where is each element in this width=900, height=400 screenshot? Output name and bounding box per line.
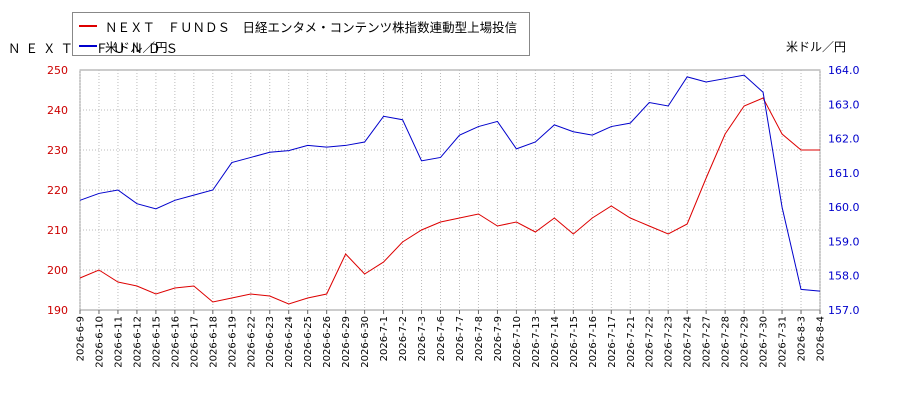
left-y-tick-label: 240: [47, 104, 68, 117]
x-tick-label: 2026-6-17: [189, 316, 200, 368]
x-tick-label: 2026-7-23: [664, 316, 675, 368]
x-tick-label: 2026-7-14: [550, 316, 561, 368]
right-y-tick-label: 164.0: [828, 64, 860, 77]
legend-label-series2: 米ドル／円: [105, 39, 168, 55]
left-y-tick-label: 230: [47, 144, 68, 157]
x-tick-label: 2026-6-25: [303, 316, 314, 368]
x-tick-label: 2026-7-30: [759, 316, 770, 368]
x-tick-label: 2026-7-1: [379, 316, 390, 361]
right-y-tick-label: 161.0: [828, 167, 860, 180]
right-y-tick-label: 157.0: [828, 304, 860, 317]
x-tick-label: 2026-8-4: [816, 316, 827, 361]
x-tick-label: 2026-7-13: [531, 316, 542, 368]
left-y-tick-label: 190: [47, 304, 68, 317]
x-tick-label: 2026-7-24: [683, 316, 694, 368]
legend-item-series2: 米ドル／円: [79, 37, 168, 55]
x-tick-label: 2026-7-22: [645, 316, 656, 368]
x-tick-label: 2026-6-30: [360, 316, 371, 368]
x-tick-label: 2026-7-21: [626, 316, 637, 368]
right-y-tick-label: 163.0: [828, 98, 860, 111]
legend-swatch-series2: [79, 45, 97, 47]
x-tick-label: 2026-8-3: [797, 316, 808, 361]
left-y-tick-label: 220: [47, 184, 68, 197]
left-y-tick-label: 250: [47, 64, 68, 77]
series-line-1: [79, 97, 820, 305]
legend-label-series1: ＮＥＸＴ ＦＵＮＤＳ 日経エンタメ・コンテンツ株指数連動型上場投信: [105, 19, 518, 35]
x-tick-label: 2026-6-12: [132, 316, 143, 368]
left-axis-unit: ＮＥＸＴ ＦＵＮＤＳ: [8, 41, 184, 56]
x-tick-label: 2026-6-18: [208, 316, 219, 368]
x-tick-label: 2026-7-16: [588, 316, 599, 368]
x-tick-label: 2026-6-26: [322, 316, 333, 368]
x-tick-label: 2026-7-8: [474, 316, 485, 361]
x-tick-label: 2026-6-11: [113, 316, 124, 368]
x-tick-label: 2026-6-23: [265, 316, 276, 368]
left-y-tick-label: 200: [47, 264, 68, 277]
x-tick-label: 2026-7-27: [702, 316, 713, 368]
x-tick-label: 2026-6-29: [341, 316, 352, 368]
series-line-2: [79, 74, 821, 292]
x-tick-label: 2026-7-15: [569, 316, 580, 368]
x-tick-label: 2026-7-10: [512, 316, 523, 368]
x-tick-label: 2026-6-22: [246, 316, 257, 368]
x-tick-label: 2026-7-31: [778, 316, 789, 368]
x-tick-label: 2026-6-24: [284, 316, 295, 368]
x-tick-label: 2026-7-2: [398, 316, 409, 361]
x-tick-label: 2026-6-9: [76, 316, 87, 361]
x-tick-label: 2026-7-29: [740, 316, 751, 368]
right-axis-unit: 米ドル／円: [786, 40, 847, 54]
x-tick-label: 2026-7-6: [436, 316, 447, 361]
right-y-tick-label: 160.0: [828, 201, 860, 214]
x-tick-label: 2026-6-10: [94, 316, 105, 368]
x-tick-label: 2026-6-19: [227, 316, 238, 368]
x-tick-label: 2026-6-15: [151, 316, 162, 368]
x-tick-label: 2026-7-3: [417, 316, 428, 361]
legend-swatch-series1: [79, 25, 97, 27]
legend: ＮＥＸＴ ＦＵＮＤＳ 日経エンタメ・コンテンツ株指数連動型上場投信 米ドル／円: [72, 12, 530, 56]
right-y-tick-label: 158.0: [828, 270, 860, 283]
legend-item-series1: ＮＥＸＴ ＦＵＮＤＳ 日経エンタメ・コンテンツ株指数連動型上場投信: [79, 17, 517, 35]
x-tick-label: 2026-7-7: [455, 316, 466, 361]
x-tick-label: 2026-6-16: [170, 316, 181, 368]
x-tick-label: 2026-7-17: [607, 316, 618, 368]
right-y-tick-label: 159.0: [828, 235, 860, 248]
right-y-tick-label: 162.0: [828, 133, 860, 146]
left-y-tick-label: 210: [47, 224, 68, 237]
x-tick-label: 2026-7-9: [493, 316, 504, 361]
x-tick-label: 2026-7-28: [721, 316, 732, 368]
